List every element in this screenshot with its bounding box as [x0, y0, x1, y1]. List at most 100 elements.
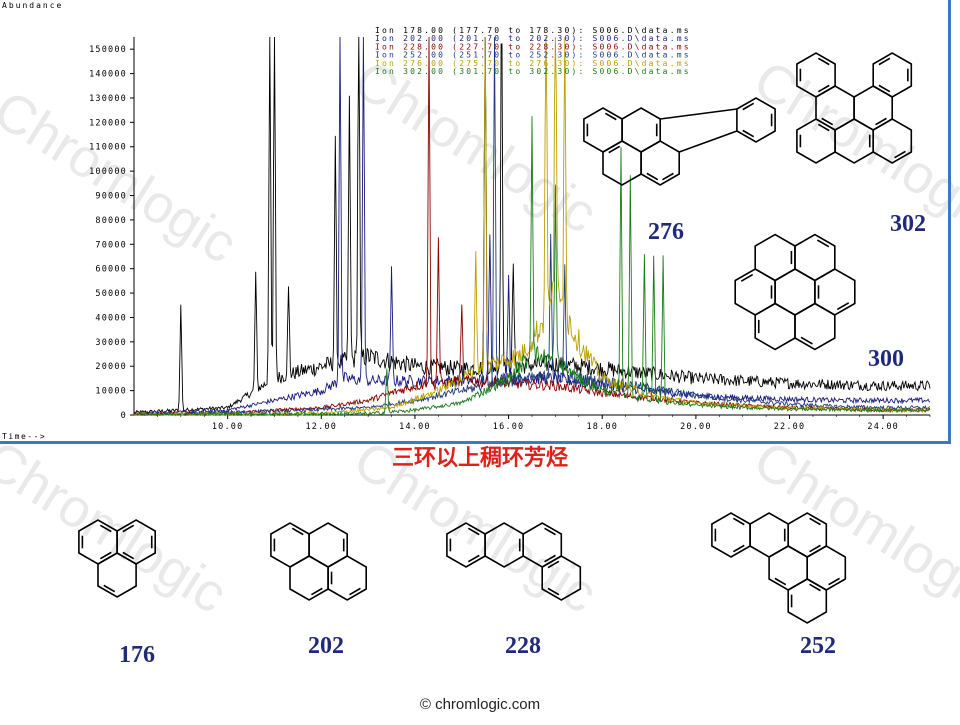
series-line-17800	[133, 36, 931, 415]
legend: Ion 178.00 (177.70 to 178.30): S006.D\da…	[375, 26, 691, 76]
label-252: 252	[800, 633, 836, 659]
y-tick-label: 140000	[89, 70, 127, 80]
copyright-footer: © chromlogic.com	[419, 696, 541, 713]
legend-entry: Ion 302.00 (301.70 to 302.30): S006.D\da…	[375, 67, 691, 76]
double-bond	[894, 150, 906, 159]
y-tick-label: 110000	[89, 143, 127, 153]
ring	[872, 118, 913, 164]
label-300: 300	[868, 346, 904, 372]
double-bond	[817, 84, 830, 93]
label-202: 202	[308, 633, 344, 659]
double-bond	[809, 544, 821, 553]
plot-panel-frame	[0, 0, 951, 444]
y-tick-label: 10000	[95, 387, 127, 397]
x-tick-label: 16.00	[493, 422, 525, 432]
structure-276-indenopyrene	[583, 97, 776, 186]
bridge-bond	[678, 130, 738, 153]
y-tick-label: 120000	[89, 118, 127, 128]
y-tick-label: 20000	[95, 362, 127, 372]
double-bond	[836, 302, 850, 311]
double-bond	[809, 517, 821, 526]
double-bond	[878, 84, 891, 93]
double-bond	[828, 577, 840, 586]
x-tick-label: 12.00	[305, 422, 337, 432]
y-tick-label: 70000	[95, 240, 127, 250]
double-bond	[740, 273, 754, 282]
double-bond	[103, 584, 116, 593]
x-tick-label: 14.00	[399, 422, 431, 432]
ring	[787, 578, 828, 624]
ring	[749, 512, 790, 558]
legend-entry: Ion 202.00 (201.70 to 202.30): S006.D\da…	[375, 34, 691, 43]
double-bond	[608, 145, 621, 154]
x-tick-label: 20.00	[680, 422, 712, 432]
y-tick-label: 60000	[95, 265, 127, 275]
x-axis-label: Time-->	[2, 432, 46, 441]
structure-252-benzopyrene	[711, 512, 847, 624]
double-bond	[800, 336, 813, 345]
double-bond	[547, 587, 560, 596]
x-tick-label: 10.00	[212, 422, 244, 432]
y-tick-label: 30000	[95, 338, 127, 348]
double-bond	[291, 527, 304, 536]
ring	[711, 512, 751, 558]
series-line-20200	[133, 36, 931, 417]
y-tick-label: 50000	[95, 289, 127, 299]
y-tick-label: 80000	[95, 216, 127, 226]
double-bond	[547, 560, 560, 569]
double-bond	[817, 57, 830, 66]
label-302: 302	[890, 211, 926, 237]
structure-176-phenanthrene	[78, 519, 156, 598]
y-tick-label: 150000	[89, 45, 127, 55]
ring	[270, 522, 310, 568]
double-bond	[544, 527, 556, 536]
double-bond	[467, 554, 480, 563]
ring	[806, 545, 847, 591]
ring	[872, 52, 913, 98]
y-tick-label: 130000	[89, 94, 127, 104]
ring	[768, 545, 809, 591]
y-tick-label: 0	[121, 411, 127, 421]
y-axis-label: Abundance	[2, 1, 63, 10]
ring	[327, 555, 368, 601]
ring	[754, 302, 796, 351]
label-176: 176	[119, 642, 155, 668]
ring	[640, 140, 681, 186]
double-bond	[310, 587, 323, 596]
series-line-30200	[134, 116, 931, 417]
structure-300-coronene	[734, 233, 856, 351]
structure-202-pyrene	[270, 522, 368, 601]
double-bond	[742, 129, 755, 138]
legend-entry: Ion 276.00 (275.70 to 276.30): S006.D\da…	[375, 59, 691, 68]
double-bond	[878, 57, 891, 66]
x-tick-label: 18.00	[586, 422, 618, 432]
ring	[308, 522, 349, 568]
double-bond	[742, 102, 755, 111]
legend-entry: Ion 228.00 (227.70 to 228.30): S006.D\da…	[375, 42, 691, 51]
double-bond	[99, 524, 112, 533]
double-bond	[821, 117, 834, 126]
double-bond	[467, 527, 480, 536]
double-bond	[817, 123, 830, 132]
ring	[116, 519, 156, 565]
caption: 三环以上稠环芳烃	[391, 446, 568, 471]
double-bond	[122, 524, 135, 533]
double-bond	[875, 117, 887, 126]
double-bond	[544, 554, 556, 563]
label-276: 276	[648, 219, 684, 245]
double-bond	[774, 577, 787, 586]
double-bond	[732, 544, 745, 553]
x-tick-label: 24.00	[867, 422, 899, 432]
structure-228-chrysene	[446, 522, 582, 601]
chromatogram: Abundance Time--> 150000 140000 130000 1200…	[2, 1, 931, 441]
axes: 1500001400001300001200001100001000009000…	[89, 37, 931, 432]
ring	[289, 555, 329, 601]
bridge-bond	[660, 108, 738, 120]
series-line-25200	[133, 36, 930, 417]
double-bond	[604, 112, 617, 121]
label-228: 228	[505, 633, 541, 659]
series-layer	[133, 36, 931, 417]
x-tick-label: 22.00	[774, 422, 806, 432]
double-bond	[816, 239, 830, 248]
